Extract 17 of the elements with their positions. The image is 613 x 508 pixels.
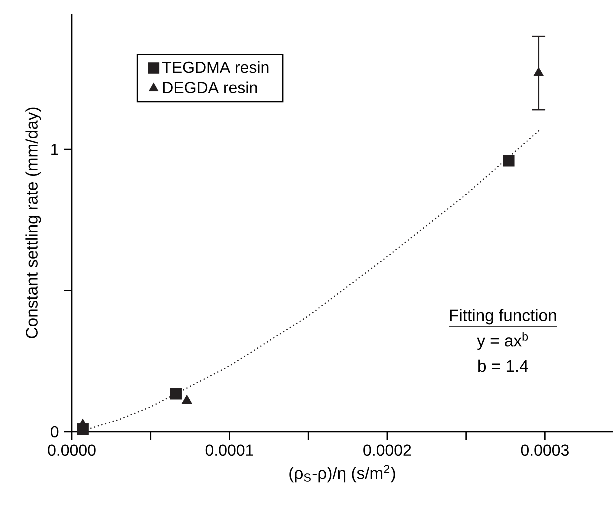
- point: [182, 395, 192, 404]
- x-tick-label: 0.0001: [206, 444, 254, 456]
- legend-label: TEGDMA resin: [162, 61, 269, 74]
- y-tick-label: 0: [51, 426, 59, 438]
- x-tick-label: 0.0003: [521, 444, 569, 456]
- annotation: y = ax$^{b}$: [477, 332, 528, 350]
- x-tick-label: 0.0000: [48, 444, 96, 456]
- point: [170, 388, 182, 400]
- x-tick-label: 0.0002: [364, 444, 412, 456]
- annotation: b = 1.4: [478, 360, 528, 372]
- y-tick-label: 1: [52, 144, 59, 156]
- y-axis-title: Constant settling rate (mm/day): [26, 108, 42, 338]
- legend-label: DEGDA resin: [163, 82, 258, 94]
- point: [534, 67, 544, 76]
- annotation: Fitting function: [450, 309, 556, 325]
- x-axis-title: (ρ$_{S}$-ρ)/η (s/m$^{2}$): [290, 465, 396, 483]
- point: [503, 154, 515, 167]
